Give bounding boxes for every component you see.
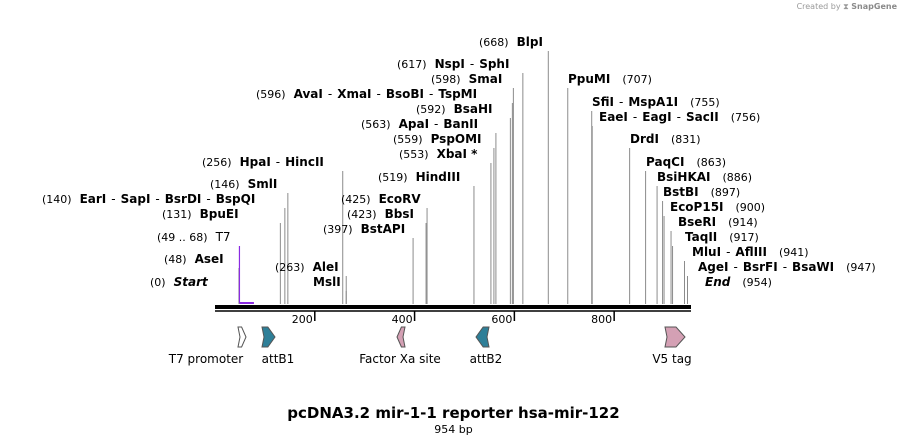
feature-factorxasite-arrow	[396, 326, 406, 348]
plasmid-linear-map: 200 400 600 800 (0) Start (48) AseI (49 .. 68) T7…	[42, 35, 876, 366]
site-label-t7: (49 .. 68) T7	[157, 230, 231, 244]
site-label-ppumi: PpuMI (707)	[568, 72, 652, 86]
plasmid-title: pcDNA3.2 mir-1-1 reporter hsa-mir-122	[287, 404, 620, 422]
feature-attb2-arrow	[475, 326, 490, 348]
credit-prefix: Created by	[796, 2, 841, 11]
site-label-eaei: EaeI - EagI - SacII (756)	[599, 110, 760, 124]
site-label-avai: (596) AvaI - XmaI - BsoBI - TspMI	[256, 87, 477, 101]
site-label-bseri: BseRI (914)	[678, 215, 758, 229]
feature-attb1-label: attB1	[262, 352, 295, 366]
plasmid-length: 954 bp	[434, 423, 473, 436]
feature-v5tag-arrow	[664, 326, 686, 348]
site-label-mlui: MluI - AflIII (941)	[692, 245, 809, 259]
site-label-hindiii: (519) HindIII	[378, 170, 460, 184]
site-label-sfii: SfiI - MspA1I (755)	[592, 95, 720, 109]
site-label-start: (0) Start	[150, 275, 209, 289]
site-label-agei: AgeI - BsrFI - BsaWI (947)	[698, 260, 876, 274]
site-label-asei: (48) AseI	[164, 252, 224, 266]
ruler-label-600: 600	[491, 313, 512, 326]
site-label-hpai: (256) HpaI - HincII	[202, 155, 324, 169]
site-label-bbsi: (423) BbsI	[347, 207, 414, 221]
site-label-end: End (954)	[705, 275, 772, 289]
site-label-pspomi: (559) PspOMI	[393, 132, 482, 146]
site-label-xbai: (553) XbaI *	[399, 147, 478, 161]
site-label-drdi: DrdI (831)	[630, 132, 701, 146]
site-label-paqci: PaqCI (863)	[646, 155, 726, 169]
site-label-bsihkai: BsiHKAI (886)	[657, 170, 752, 184]
site-label-smai: (598) SmaI	[431, 72, 502, 86]
site-label-bstapi: (397) BstAPI	[323, 222, 405, 236]
ruler-label-400: 400	[392, 313, 413, 326]
backbone-bar	[215, 305, 691, 309]
snapgene-logo-icon: ⧗	[843, 2, 849, 11]
site-label-bstbi: BstBI (897)	[663, 185, 740, 199]
site-label-msli: MslI	[313, 275, 341, 289]
site-label-ecop15i: EcoP15I (900)	[670, 200, 765, 214]
ruler-label-800: 800	[591, 313, 612, 326]
feature-t7promoter-label: T7 promoter	[168, 352, 244, 366]
site-label-smli: (146) SmlI	[210, 177, 277, 191]
credit-brand: SnapGene	[851, 2, 897, 11]
site-label-bpuei: (131) BpuEI	[162, 207, 239, 221]
site-label-bsahi: (592) BsaHI	[416, 102, 493, 116]
site-label-apai: (563) ApaI - BanII	[361, 117, 478, 131]
feature-attb1-arrow	[261, 326, 276, 348]
ruler-label-200: 200	[292, 313, 313, 326]
snapgene-credit: Created by ⧗ SnapGene	[797, 2, 897, 12]
site-label-blpi: (668) BlpI	[479, 35, 543, 49]
feature-attb2-label: attB2	[470, 352, 503, 366]
feature-t7promoter-arrow	[237, 326, 247, 348]
site-label-alei: (263) AleI	[275, 260, 339, 274]
site-label-nspi: (617) NspI - SphI	[397, 57, 509, 71]
site-label-eari: (140) EarI - SapI - BsrDI - BspQI	[42, 192, 255, 206]
site-label-ecorv: (425) EcoRV	[341, 192, 421, 206]
feature-factorxasite-label: Factor Xa site	[359, 352, 441, 366]
site-label-taqii: TaqII (917)	[685, 230, 759, 244]
feature-v5tag-label: V5 tag	[652, 352, 691, 366]
